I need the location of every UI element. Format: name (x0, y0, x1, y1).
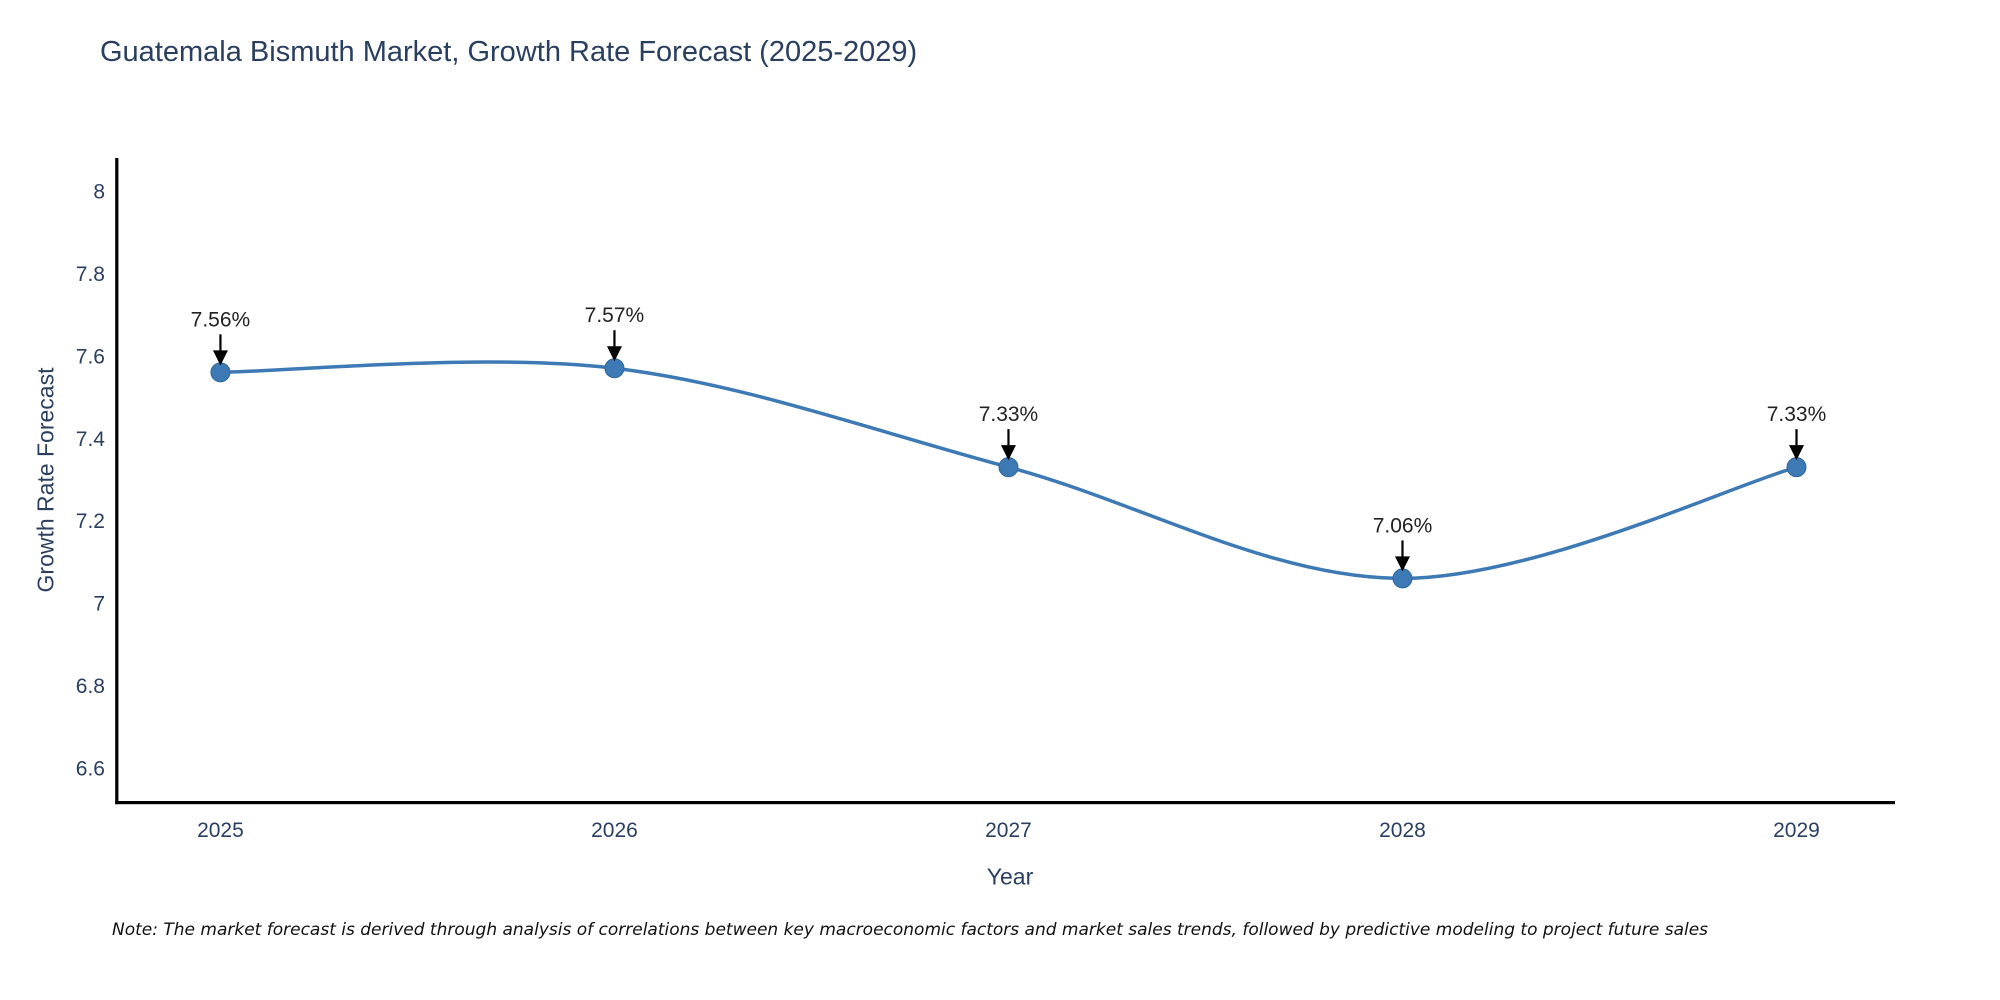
data-point-label: 7.33% (979, 403, 1039, 426)
data-point-marker (1392, 568, 1413, 589)
chart-title: Guatemala Bismuth Market, Growth Rate Fo… (100, 36, 918, 68)
x-tick-label: 2028 (1379, 819, 1426, 842)
data-point-marker (210, 362, 231, 383)
y-tick-label: 7.6 (76, 345, 105, 368)
annotation-arrowhead-icon (1788, 445, 1804, 461)
footnote: Note: The market forecast is derived thr… (112, 920, 1709, 940)
data-point-marker (1786, 457, 1807, 478)
y-axis-spine (115, 158, 119, 805)
y-tick-label: 6.6 (76, 758, 105, 781)
data-point-marker (998, 457, 1019, 478)
x-axis-title: Year (986, 863, 1034, 890)
data-point-marker (604, 358, 625, 379)
y-tick-label: 7.4 (76, 428, 106, 451)
annotation-arrowhead-icon (606, 346, 622, 362)
y-tick-label: 8 (93, 180, 105, 203)
y-tick-label: 7 (93, 593, 105, 616)
x-tick-label: 2026 (591, 819, 638, 842)
x-tick-label: 2029 (1773, 819, 1820, 842)
data-point-label: 7.33% (1767, 403, 1827, 426)
x-tick-label: 2027 (985, 819, 1032, 842)
data-point-label: 7.57% (585, 304, 645, 327)
y-tick-label: 7.2 (76, 510, 105, 533)
y-tick-label: 7.8 (76, 263, 105, 286)
annotation-arrowhead-icon (1394, 556, 1410, 572)
annotation-arrowhead-icon (1000, 445, 1016, 461)
x-axis-spine (115, 801, 1896, 805)
data-point-label: 7.06% (1373, 514, 1433, 537)
x-tick-label: 2025 (197, 819, 244, 842)
annotation-arrowhead-icon (212, 350, 228, 366)
y-tick-label: 6.8 (76, 675, 105, 698)
data-point-label: 7.56% (191, 308, 251, 331)
